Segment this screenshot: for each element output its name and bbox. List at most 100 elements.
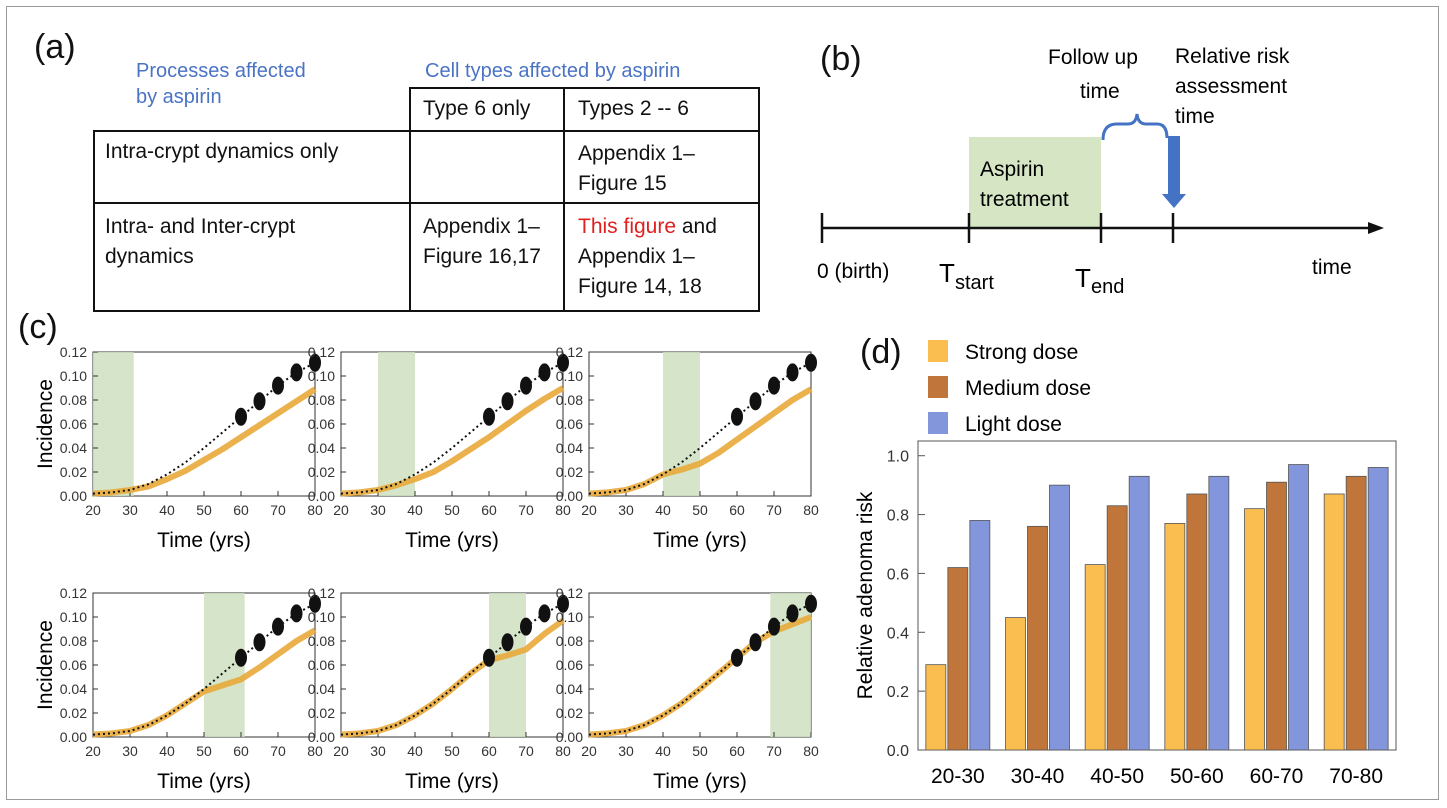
- table-row2-col2-and: and: [676, 215, 717, 238]
- y-tick-label: 0.12: [60, 344, 87, 360]
- legend-swatch: [928, 376, 948, 398]
- table-line: [93, 310, 760, 312]
- x-tick-label: 80: [307, 743, 323, 759]
- y-tick-label: 0.08: [556, 633, 583, 649]
- bar: [1164, 523, 1186, 751]
- treatment-window: [93, 352, 134, 496]
- table-row2-label-line2: dynamics: [105, 245, 194, 268]
- y-tick-label: 0.10: [60, 609, 87, 625]
- x-tick-label: 80: [803, 743, 819, 759]
- bar: [1345, 475, 1367, 751]
- y-tick-label: 0.02: [308, 464, 335, 480]
- table-row2-col1: Appendix 1– Figure 16,17: [423, 212, 541, 272]
- y-tick-label: 0.04: [556, 681, 583, 697]
- table-line: [93, 202, 760, 204]
- y-tick-label: 0.00: [556, 729, 583, 745]
- treated-series: [588, 386, 813, 497]
- y-tick-label: 0.08: [308, 633, 335, 649]
- x-axis-label: Time (yrs): [157, 770, 251, 793]
- x-tick-label: 60: [729, 743, 745, 759]
- x-tick-label: 40: [655, 743, 671, 759]
- x-axis-label: Time (yrs): [405, 529, 499, 552]
- y-tick-label: 0.08: [60, 633, 87, 649]
- table-row2-label-line1: Intra- and Inter-crypt: [105, 215, 296, 238]
- treatment-window: [489, 593, 526, 737]
- untreated-marker: [749, 392, 762, 411]
- x-tick-label: 60: [481, 743, 497, 759]
- x-tick-label: 20-30: [931, 765, 985, 788]
- bar: [1244, 508, 1265, 751]
- bar: [1084, 564, 1106, 751]
- untreated-marker: [786, 363, 799, 382]
- incidence-subplot: 0.00 0.02 0.04 0.06 0.08 0.10 0.12 20 30 40 50 60 70…: [308, 585, 571, 793]
- y-tick-label: 0.04: [308, 681, 335, 697]
- x-tick-label: 50: [692, 502, 708, 518]
- table-row2-col2-line2: Appendix 1–: [578, 245, 695, 268]
- table-row1-col2: Appendix 1– Figure 15: [578, 139, 695, 199]
- untreated-marker: [520, 376, 532, 395]
- untreated-marker: [483, 648, 495, 667]
- incidence-subplot: 0.00 0.02 0.04 0.06 0.08 0.10 0.12 20 30 40 50 60 70…: [34, 585, 323, 793]
- y-axis-label: Incidence: [34, 620, 57, 710]
- table-line: [409, 87, 760, 89]
- x-tick-label: 70: [766, 502, 782, 518]
- y-tick-label: 0.12: [308, 344, 335, 360]
- table-line: [758, 87, 760, 312]
- x-tick-label: 50: [196, 502, 212, 518]
- untreated-marker: [749, 633, 762, 652]
- table-row2-col1-line1: Appendix 1–: [423, 215, 540, 238]
- bar: [1106, 505, 1128, 751]
- x-tick-label: 30: [122, 502, 138, 518]
- bar-plot-frame: [917, 440, 1397, 751]
- panel-label-d: (d): [860, 333, 902, 371]
- untreated-marker: [235, 648, 247, 667]
- table-row1-col2-line2: Figure 15: [578, 172, 667, 195]
- y-tick-label: 0.04: [308, 440, 335, 456]
- bar: [1323, 493, 1345, 751]
- y-tick-label: 0.02: [308, 705, 335, 721]
- y-tick-label: 0.04: [556, 440, 583, 456]
- y-tick-label: 0.10: [556, 609, 583, 625]
- untreated-marker: [309, 353, 321, 372]
- y-tick-label: 0.06: [308, 416, 335, 432]
- x-tick-label: 80: [555, 502, 571, 518]
- untreated-marker: [520, 617, 532, 636]
- treated-series: [92, 627, 317, 738]
- y-tick-label: 0.06: [60, 657, 87, 673]
- bar: [1288, 464, 1309, 751]
- untreated-marker: [805, 594, 817, 613]
- x-tick-label: 40: [159, 743, 175, 759]
- figure-frame: [6, 6, 1439, 800]
- x-tick-label: 60: [233, 743, 249, 759]
- untreated-marker: [731, 648, 743, 667]
- bar: [1027, 525, 1048, 751]
- x-axis-label: Time (yrs): [653, 770, 747, 793]
- x-tick-label: 60: [729, 502, 745, 518]
- incidence-subplot: 0.00 0.02 0.04 0.06 0.08 0.10 0.12 20 30 40 50 60 70…: [308, 344, 571, 552]
- y-tick-label: 0.02: [60, 705, 87, 721]
- incidence-subplot: 0.00 0.02 0.04 0.06 0.08 0.10 0.12 20 30 40 50 60 70…: [34, 344, 323, 552]
- bar: [1208, 475, 1230, 751]
- legend-swatch: [928, 340, 948, 362]
- y-tick-label: 0.6: [887, 566, 909, 583]
- table-head-processes-line2: by aspirin: [136, 86, 222, 108]
- untreated-marker: [483, 407, 495, 426]
- untreated-marker: [309, 594, 321, 613]
- y-tick-label: 0.4: [887, 625, 909, 642]
- table-head-processes-line1: Processes affected: [136, 60, 306, 82]
- y-tick-label: 0.10: [556, 368, 583, 384]
- y-axis-label: Relative adenoma risk: [854, 491, 877, 699]
- y-tick-label: 0.00: [556, 488, 583, 504]
- x-tick-label: 40: [407, 502, 423, 518]
- table-col-type6: Type 6 only: [423, 97, 531, 120]
- untreated-marker: [768, 376, 780, 395]
- table-col-types2-6: Types 2 -- 6: [578, 97, 689, 120]
- x-tick-label: 50: [196, 743, 212, 759]
- bar: [1367, 467, 1389, 751]
- y-tick-label: 0.00: [308, 488, 335, 504]
- x-tick-label: 40: [655, 502, 671, 518]
- x-tick-label: 20: [85, 743, 101, 759]
- y-tick-label: 0.12: [308, 585, 335, 601]
- legend-label: Light dose: [965, 413, 1062, 436]
- y-tick-label: 0.06: [308, 657, 335, 673]
